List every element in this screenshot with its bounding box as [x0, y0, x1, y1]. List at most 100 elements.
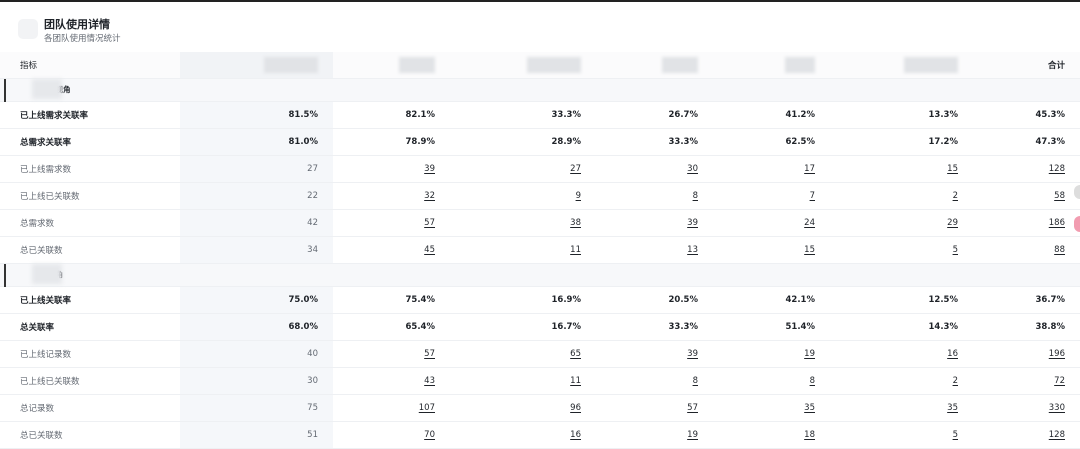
row-label: 总需求关联率 — [0, 128, 180, 156]
row-label: 已上线需求关联率 — [0, 101, 180, 129]
value-cell: 20.5% — [596, 286, 713, 314]
column-header — [180, 52, 333, 79]
value-link[interactable]: 57 — [424, 348, 435, 359]
value-cell: 40 — [180, 340, 333, 368]
value-link[interactable]: 196 — [1048, 348, 1065, 359]
value-link[interactable]: 15 — [804, 244, 815, 255]
panel-header: 团队使用详情 各团队使用情况统计 — [0, 2, 1080, 52]
value-cell: 8 — [596, 367, 713, 395]
value: 51.4% — [785, 321, 816, 332]
column-header — [713, 52, 830, 79]
value-cell: 5 — [830, 236, 973, 264]
value-cell: 38 — [450, 209, 596, 237]
value-link[interactable]: 8 — [692, 190, 698, 201]
value-link[interactable]: 107 — [418, 402, 435, 413]
value: 27 — [307, 163, 318, 174]
column-header: 合计 — [973, 52, 1080, 79]
value-link[interactable]: 128 — [1048, 429, 1065, 440]
value-link[interactable]: 39 — [687, 348, 698, 359]
value-cell: 57 — [333, 340, 450, 368]
value-cell: 47.3% — [973, 128, 1080, 156]
value-link[interactable]: 39 — [687, 217, 698, 228]
table-body: 指标 合计 求视角已上线需求关联率 81.5% 82.1% 33.3% 26.7% 41.… — [0, 52, 1080, 449]
value-link[interactable]: 35 — [804, 402, 815, 413]
value-cell: 15 — [830, 155, 973, 183]
value-link[interactable]: 7 — [809, 190, 815, 201]
value-link[interactable]: 19 — [804, 348, 815, 359]
value-link[interactable]: 88 — [1054, 244, 1065, 255]
value-link[interactable]: 5 — [952, 244, 958, 255]
value-link[interactable]: 19 — [687, 429, 698, 440]
value-link[interactable]: 70 — [424, 429, 435, 440]
value-link[interactable]: 58 — [1054, 190, 1065, 201]
value-link[interactable]: 38 — [570, 217, 581, 228]
value-cell: 11 — [450, 367, 596, 395]
value-cell: 45.3% — [973, 101, 1080, 129]
value-link[interactable]: 39 — [424, 163, 435, 174]
data-row: 总需求关联率 81.0% 78.9% 28.9% 33.3% 62.5% 17.2% 47.3… — [0, 128, 1080, 156]
value-link[interactable]: 2 — [952, 190, 958, 201]
value-cell: 35 — [830, 394, 973, 422]
value: 38.8% — [1035, 321, 1066, 332]
value: 81.0% — [288, 136, 319, 147]
value-link[interactable]: 186 — [1048, 217, 1065, 228]
value-cell: 5 — [830, 421, 973, 449]
value-link[interactable]: 13 — [687, 244, 698, 255]
value-link[interactable]: 96 — [570, 402, 581, 413]
section-title: 求视角 — [20, 79, 71, 99]
value-link[interactable]: 9 — [575, 190, 581, 201]
value-cell: 57 — [596, 394, 713, 422]
value-link[interactable]: 15 — [947, 163, 958, 174]
value-link[interactable]: 30 — [687, 163, 698, 174]
section-title: 视角 — [20, 264, 63, 284]
value-link[interactable]: 27 — [570, 163, 581, 174]
value-link[interactable]: 17 — [804, 163, 815, 174]
value-link[interactable]: 330 — [1048, 402, 1065, 413]
value: 17.2% — [928, 136, 959, 147]
value: 75.4% — [405, 294, 436, 305]
value-link[interactable]: 128 — [1048, 163, 1065, 174]
value-link[interactable]: 16 — [570, 429, 581, 440]
value-cell: 196 — [973, 340, 1080, 368]
value-cell: 65 — [450, 340, 596, 368]
value-cell: 42.1% — [713, 286, 830, 314]
value-link[interactable]: 57 — [424, 217, 435, 228]
value-link[interactable]: 2 — [952, 375, 958, 386]
value-link[interactable]: 11 — [570, 375, 581, 386]
value-link[interactable]: 35 — [947, 402, 958, 413]
value-link[interactable]: 24 — [804, 217, 815, 228]
value-link[interactable]: 32 — [424, 190, 435, 201]
value-link[interactable]: 43 — [424, 375, 435, 386]
value-link[interactable]: 5 — [952, 429, 958, 440]
data-row: 总关联率 68.0% 65.4% 16.7% 33.3% 51.4% 14.3% 38.8% — [0, 313, 1080, 341]
column-header — [333, 52, 450, 79]
value-cell: 128 — [973, 421, 1080, 449]
value-cell: 75.4% — [333, 286, 450, 314]
value-link[interactable]: 8 — [692, 375, 698, 386]
data-row: 已上线需求数 27 39 27 30 17 15 128 — [0, 155, 1080, 183]
value: 14.3% — [928, 321, 959, 332]
value-cell: 51 — [180, 421, 333, 449]
value-link[interactable]: 18 — [804, 429, 815, 440]
value-link[interactable]: 45 — [424, 244, 435, 255]
value-link[interactable]: 16 — [947, 348, 958, 359]
value: 51 — [307, 429, 318, 440]
value: 42 — [307, 217, 318, 228]
scroll-handle[interactable] — [1074, 185, 1080, 199]
value-link[interactable]: 29 — [947, 217, 958, 228]
float-button[interactable] — [1074, 216, 1080, 232]
value-link[interactable]: 72 — [1054, 375, 1065, 386]
value: 22 — [307, 190, 318, 201]
value-cell: 38.8% — [973, 313, 1080, 341]
value-link[interactable]: 57 — [687, 402, 698, 413]
value-cell: 68.0% — [180, 313, 333, 341]
value-cell: 330 — [973, 394, 1080, 422]
value-cell: 32 — [333, 182, 450, 210]
row-label: 总关联率 — [0, 313, 180, 341]
value-link[interactable]: 8 — [809, 375, 815, 386]
column-header — [830, 52, 973, 79]
column-header — [450, 52, 596, 79]
value-link[interactable]: 11 — [570, 244, 581, 255]
value-cell: 12.5% — [830, 286, 973, 314]
value-link[interactable]: 65 — [570, 348, 581, 359]
